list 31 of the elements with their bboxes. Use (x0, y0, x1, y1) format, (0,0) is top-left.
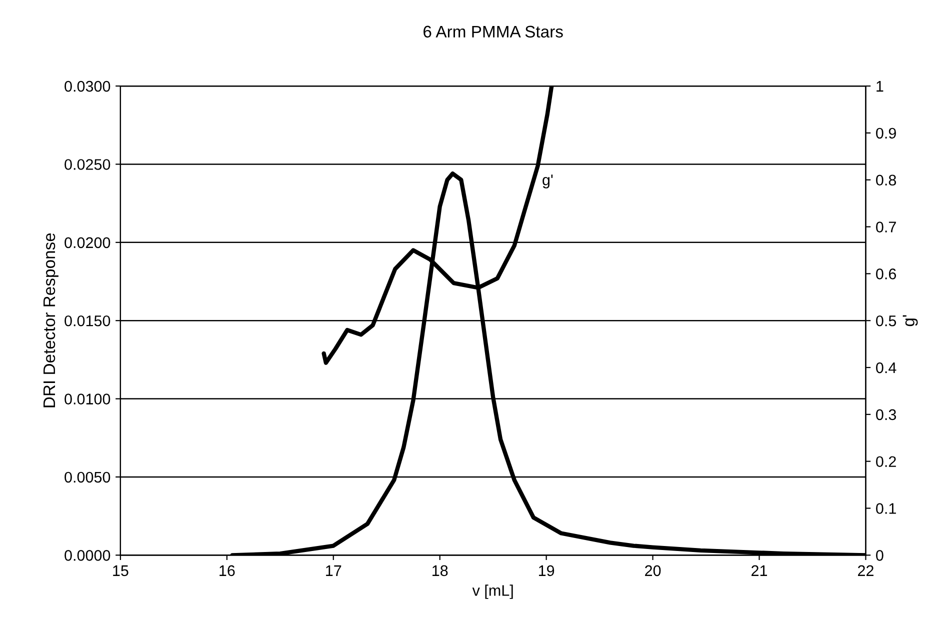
x-tick-label: 20 (645, 565, 661, 576)
y2-tick-label: 0.1 (876, 503, 896, 514)
y2-tick-label: 0.4 (876, 362, 896, 374)
y2-tick-label: 0.7 (876, 222, 896, 232)
x-tick-label: 15 (113, 565, 128, 576)
y2-tick-label: 0.6 (876, 268, 896, 280)
y-tick-label: 0.0150 (64, 315, 110, 326)
y-axis-title: DRI Detector Response (44, 233, 58, 408)
y2-tick-label: 0.9 (876, 128, 896, 139)
y-tick-label: 0.0300 (64, 80, 110, 92)
x-axis-title: v [mL] (472, 584, 513, 599)
y2-tick-label: 0 (876, 550, 884, 561)
series-label: g' (542, 174, 553, 188)
x-tick-label: 17 (326, 565, 342, 576)
x-tick-label: 21 (752, 565, 768, 576)
y2-tick-label: 0.3 (876, 409, 896, 420)
y2-tick-label: 0.8 (876, 174, 896, 186)
y-tick-label: 0.0100 (64, 394, 110, 404)
x-tick-label: 16 (220, 565, 235, 576)
x-tick-label: 19 (538, 565, 554, 576)
x-tick-label: 22 (858, 565, 874, 576)
y2-tick-label: 0.2 (876, 456, 896, 468)
y-tick-label: 0.0200 (64, 237, 110, 248)
chart-title: 6 Arm PMMA Stars (424, 26, 563, 38)
y2-tick-label: 0.5 (876, 315, 896, 326)
y2-axis-title: g' (902, 315, 918, 326)
y-tick-label: 0.0000 (64, 550, 110, 561)
y-tick-label: 0.0250 (64, 159, 110, 170)
y2-tick-label: 1 (876, 81, 884, 92)
y-tick-label: 0.0050 (64, 472, 110, 483)
x-tick-label: 18 (432, 565, 448, 576)
